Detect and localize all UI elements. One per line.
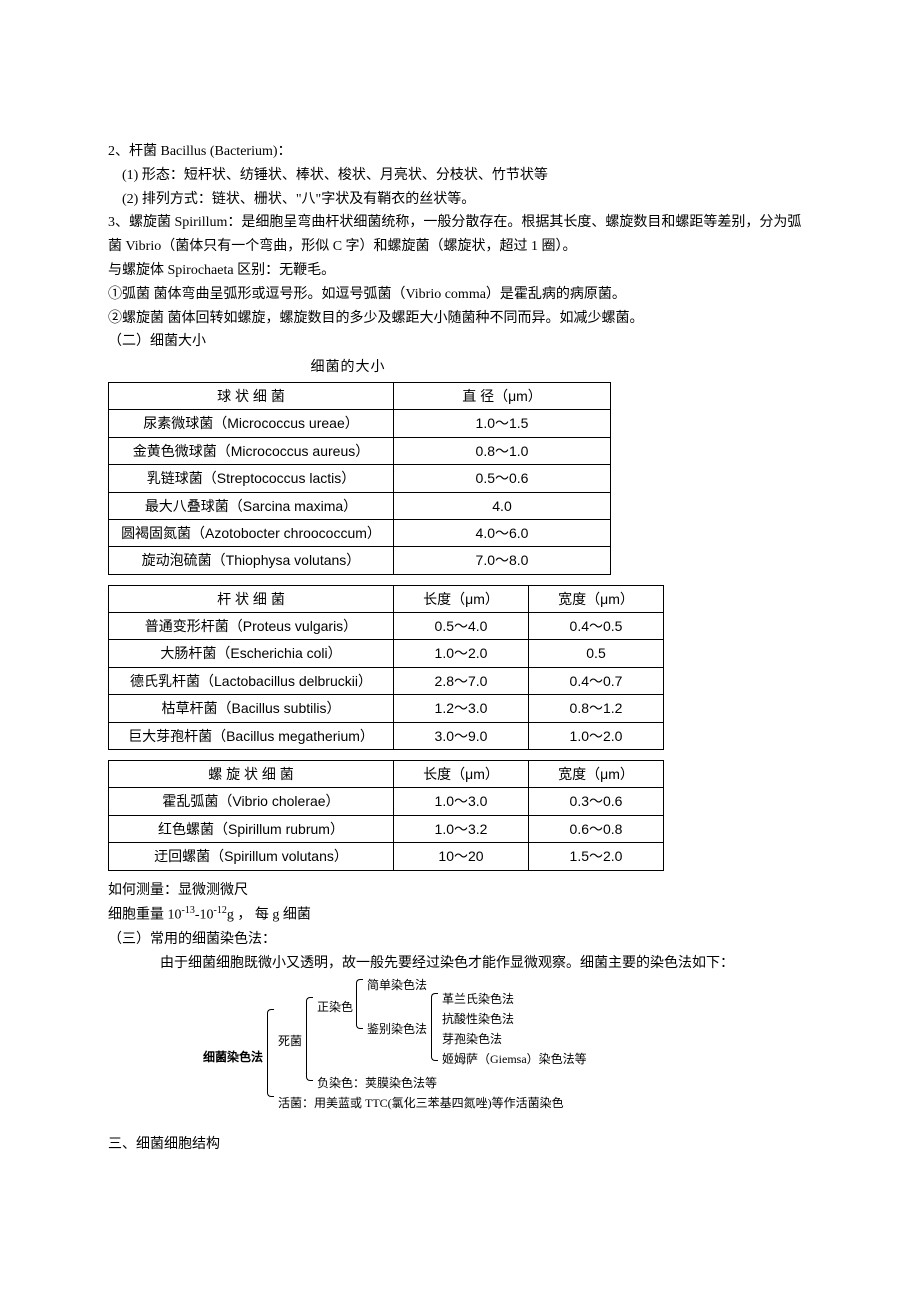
weight-text-c: -10 <box>195 908 214 923</box>
diagram-root: 细菌染色法 <box>203 1047 263 1067</box>
td: 0.5 <box>529 640 664 667</box>
diagram-dead: 死菌 <box>278 1031 302 1051</box>
table-spirillum: 螺 旋 状 细 菌 长度（μm） 宽度（μm） 霍乱弧菌（Vibrio chol… <box>108 760 664 871</box>
table-row: 旋动泡硫菌（Thiophysa volutans）7.0～8.0 <box>109 547 611 574</box>
td: 0.4～0.5 <box>529 613 664 640</box>
td: 圆褐固氮菌（Azotobocter chroococcum） <box>109 519 394 546</box>
table-row: 红色螺菌（Spirillum rubrum）1.0～3.20.6～0.8 <box>109 815 664 842</box>
para-cell-structure: 三、细菌细胞结构 <box>108 1133 812 1157</box>
weight-text-a: 细胞重量 10 <box>108 908 182 923</box>
th-coccus: 球 状 细 菌 <box>109 382 394 409</box>
diagram-pos: 正染色 <box>317 997 353 1017</box>
weight-exp-2: -12 <box>214 905 227 916</box>
para-bacillus-heading: 2、杆菌 Bacillus (Bacterium)： <box>108 140 812 164</box>
para-stain-intro: 由于细菌细胞既微小又透明，故一般先要经过染色才能作显微观察。细菌主要的染色法如下… <box>108 952 812 976</box>
table-bacillus: 杆 状 细 菌 长度（μm） 宽度（μm） 普通变形杆菌（Proteus vul… <box>108 585 664 750</box>
td: 巨大芽孢杆菌（Bacillus megatherium） <box>109 722 394 749</box>
td: 4.0～6.0 <box>394 519 611 546</box>
para-bacillus-shape: (1) 形态：短杆状、纺锤状、棒状、梭状、月亮状、分枝状、竹节状等 <box>108 164 812 188</box>
td: 德氏乳杆菌（Lactobacillus delbruckii） <box>109 667 394 694</box>
td: 1.0～3.2 <box>394 815 529 842</box>
weight-exp-1: -13 <box>182 905 195 916</box>
td: 旋动泡硫菌（Thiophysa volutans） <box>109 547 394 574</box>
td: 10～20 <box>394 843 529 870</box>
weight-text-e: g ， 每 g 细菌 <box>227 908 311 923</box>
para-bacillus-arrange: (2) 排列方式：链状、栅状、"八"字状及有鞘衣的丝状等。 <box>108 188 812 212</box>
td: 2.8～7.0 <box>394 667 529 694</box>
diagram-giemsa: 姬姆萨（Giemsa）染色法等 <box>442 1049 587 1069</box>
td: 1.5～2.0 <box>529 843 664 870</box>
table-row: 球 状 细 菌 直 径（μm） <box>109 382 611 409</box>
td: 乳链球菌（Streptococcus lactis） <box>109 465 394 492</box>
table-row: 螺 旋 状 细 菌 长度（μm） 宽度（μm） <box>109 761 664 788</box>
td: 0.5～4.0 <box>394 613 529 640</box>
table-row: 德氏乳杆菌（Lactobacillus delbruckii）2.8～7.00.… <box>109 667 664 694</box>
td: 0.3～0.6 <box>529 788 664 815</box>
th-length: 长度（μm） <box>394 761 529 788</box>
diagram-live: 活菌：用美蓝或 TTC(氯化三苯基四氮唑)等作活菌染色 <box>278 1093 564 1113</box>
para-stain-heading: （三）常用的细菌染色法： <box>108 928 812 952</box>
td: 1.2～3.0 <box>394 695 529 722</box>
td: 1.0～1.5 <box>394 410 611 437</box>
para-spirillum2: ②螺旋菌 菌体回转如螺旋，螺旋数目的多少及螺距大小随菌种不同而异。如减少螺菌。 <box>108 307 812 331</box>
td: 金黄色微球菌（Micrococcus aureus） <box>109 437 394 464</box>
td: 7.0～8.0 <box>394 547 611 574</box>
table-coccus: 球 状 细 菌 直 径（μm） 尿素微球菌（Micrococcus ureae）… <box>108 382 611 575</box>
td: 1.0～2.0 <box>529 722 664 749</box>
th-diameter: 直 径（μm） <box>394 382 611 409</box>
staining-diagram: 细菌染色法 死菌 活菌：用美蓝或 TTC(氯化三苯基四氮唑)等作活菌染色 正染色… <box>203 975 703 1115</box>
diagram-acid: 抗酸性染色法 <box>442 1009 514 1029</box>
table-row: 枯草杆菌（Bacillus subtilis）1.2～3.00.8～1.2 <box>109 695 664 722</box>
diagram-simple: 简单染色法 <box>367 975 427 995</box>
td: 0.8～1.2 <box>529 695 664 722</box>
th-spirillum: 螺 旋 状 细 菌 <box>109 761 394 788</box>
td: 霍乱弧菌（Vibrio cholerae） <box>109 788 394 815</box>
diagram-diff: 鉴别染色法 <box>367 1019 427 1039</box>
table-row: 圆褐固氮菌（Azotobocter chroococcum）4.0～6.0 <box>109 519 611 546</box>
table-row: 巨大芽孢杆菌（Bacillus megatherium）3.0～9.01.0～2… <box>109 722 664 749</box>
td: 0.5～0.6 <box>394 465 611 492</box>
td: 4.0 <box>394 492 611 519</box>
td: 迂回螺菌（Spirillum volutans） <box>109 843 394 870</box>
table-row: 普通变形杆菌（Proteus vulgaris）0.5～4.00.4～0.5 <box>109 613 664 640</box>
table-row: 金黄色微球菌（Micrococcus aureus）0.8～1.0 <box>109 437 611 464</box>
para-spirillum: 3、螺旋菌 Spirillum：是细胞呈弯曲杆状细菌统称，一般分散存在。根据其长… <box>108 211 812 259</box>
td: 普通变形杆菌（Proteus vulgaris） <box>109 613 394 640</box>
th-width: 宽度（μm） <box>529 761 664 788</box>
para-measure: 如何测量：显微测微尺 <box>108 879 812 903</box>
table-row: 迂回螺菌（Spirillum volutans）10～201.5～2.0 <box>109 843 664 870</box>
diagram-spore: 芽孢染色法 <box>442 1029 502 1049</box>
table-row: 霍乱弧菌（Vibrio cholerae）1.0～3.00.3～0.6 <box>109 788 664 815</box>
td: 枯草杆菌（Bacillus subtilis） <box>109 695 394 722</box>
td: 红色螺菌（Spirillum rubrum） <box>109 815 394 842</box>
td: 大肠杆菌（Escherichia coli） <box>109 640 394 667</box>
td: 1.0～2.0 <box>394 640 529 667</box>
td: 尿素微球菌（Micrococcus ureae） <box>109 410 394 437</box>
th-width: 宽度（μm） <box>529 585 664 612</box>
table-row: 乳链球菌（Streptococcus lactis）0.5～0.6 <box>109 465 611 492</box>
diagram-neg: 负染色：荚膜染色法等 <box>317 1073 437 1093</box>
td: 0.8～1.0 <box>394 437 611 464</box>
table-row: 大肠杆菌（Escherichia coli）1.0～2.00.5 <box>109 640 664 667</box>
th-bacillus: 杆 状 细 菌 <box>109 585 394 612</box>
table-row: 最大八叠球菌（Sarcina maxima）4.0 <box>109 492 611 519</box>
td: 3.0～9.0 <box>394 722 529 749</box>
th-length: 长度（μm） <box>394 585 529 612</box>
td: 0.6～0.8 <box>529 815 664 842</box>
para-size-heading: （二）细菌大小 <box>108 330 812 354</box>
para-cell-weight: 细胞重量 10-13-10-12g ， 每 g 细菌 <box>108 902 812 927</box>
para-spirochaeta: 与螺旋体 Spirochaeta 区别：无鞭毛。 <box>108 259 812 283</box>
table-row: 杆 状 细 菌 长度（μm） 宽度（μm） <box>109 585 664 612</box>
table-title: 细菌的大小 <box>108 356 588 380</box>
td: 1.0～3.0 <box>394 788 529 815</box>
td: 0.4～0.7 <box>529 667 664 694</box>
table-row: 尿素微球菌（Micrococcus ureae）1.0～1.5 <box>109 410 611 437</box>
td: 最大八叠球菌（Sarcina maxima） <box>109 492 394 519</box>
para-vibrio: ①弧菌 菌体弯曲呈弧形或逗号形。如逗号弧菌（Vibrio comma）是霍乱病的… <box>108 283 812 307</box>
diagram-gram: 革兰氏染色法 <box>442 989 514 1009</box>
